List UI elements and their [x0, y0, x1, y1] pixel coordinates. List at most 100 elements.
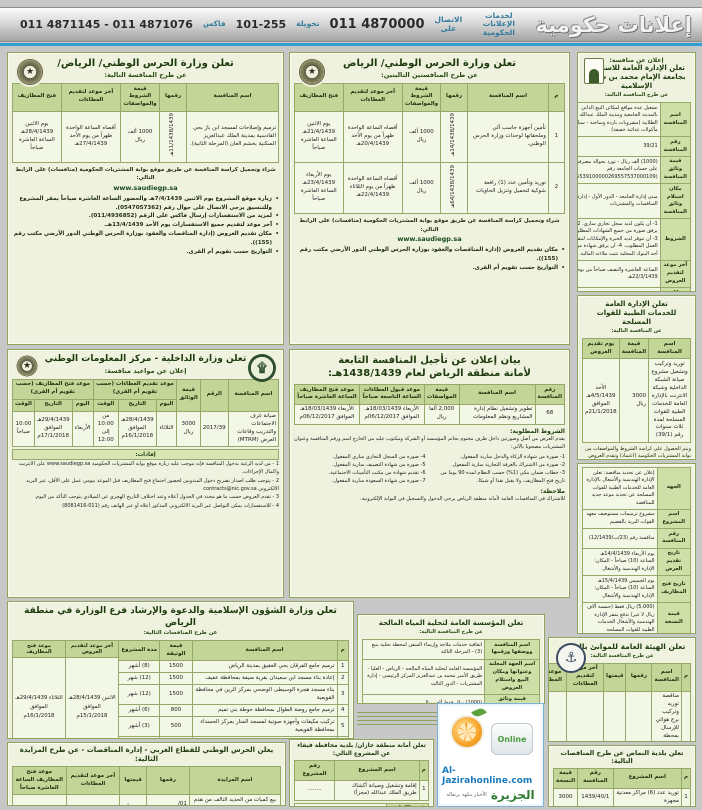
box-ministry-interior: ۩ ★ تعلن وزارة الداخلية - مركز المعلومات… — [7, 349, 284, 598]
open-day: الأربعاء — [71, 410, 94, 448]
field-row: مكان تقديم العروضمبنى إدارة الجامعة - ال… — [578, 287, 692, 291]
tender-name: تأمين أجهزة حاسب آلي وملحقاتها لوحدات وز… — [467, 110, 549, 164]
field-label: مكان استلام وثائق المنافسة — [659, 183, 692, 220]
blue-divider — [0, 43, 702, 46]
column-header: موعد فتح المظاريف الساعة العاشرة صباحاً — [294, 384, 360, 405]
field-value: مبنى إدارة الجامعة - الدور الأول - إدارة… — [578, 287, 661, 291]
table-cell: 01/ب/1438/1439 — [146, 794, 190, 805]
submit-deadline-value: الاثنين 28/4/1439هـ الموافق 15/1/2018م — [68, 695, 116, 719]
extension-label: تحويلة — [296, 19, 320, 29]
field-value: منافسة رقم (23/ب/12/1439) — [582, 528, 658, 549]
table-row: 2 توريد وتأمين عدد (1) رافعة شوكية لتحمي… — [294, 162, 566, 215]
box-title: تعلن وزارة الحرس الوطني/ الرياض — [343, 58, 516, 69]
table-subheader-row: اليوم التاريخ الوقت اليوم التاريخ الوقت — [12, 398, 279, 412]
submit-deadline-column: آخر موعد لتقديم العروض الاثنين 28/4/1439… — [65, 640, 118, 738]
page-brand-title: إعلانات حكومية — [535, 12, 693, 37]
field-row: رقم المنافسة 39/21 — [578, 136, 692, 157]
project-number: ........ — [293, 780, 336, 801]
tender-details-table: اسم المنافسة تشغيل عدة مواقع لمكائن البيع… — [578, 102, 692, 291]
field-label: تاريخ فتح المظاريف — [656, 575, 692, 603]
project-table: م اسم المشروع رقم المشروع 1 إقامة وتشغيل و… — [293, 760, 430, 801]
details-note: ويتم الحصول على كراسة الشروط والمواصفات … — [585, 445, 691, 460]
field-row: تاريخ فتح المظاريف يوم الخميس 15/4/1439هـ… — [582, 575, 692, 603]
column-header: م — [680, 767, 692, 789]
list-item: مكان تقديم العروض (إدارة المناقصات والعق… — [294, 246, 565, 264]
column-header: الوقت — [12, 398, 35, 412]
table-cell: 2,000 ألفا ريال — [423, 403, 460, 425]
table-row: صيانة غرف الاجتماعات والتدريب وقاعات الع… — [12, 410, 280, 448]
field-row: آخر موعد لتقديم العروض الساعة العاشرة وال… — [578, 259, 692, 289]
column-header: م — [547, 83, 566, 112]
list-item: 6- تقديم شهادة من مكتب التأمينات الاجتما… — [328, 470, 426, 477]
column-header-group: موعد تقديم العطاءات (حسب تقويم أم القرى) — [92, 378, 178, 400]
table-row: توريد وتركيب وتشغيل مشروع صيانة الشبكة ا… — [582, 358, 691, 443]
box-imam-university: إعلان عن منافسة: تعلن الإدارة العامة للا… — [577, 52, 696, 292]
field-row: قيمة النسخة (5,000) ريال فقط (خمسة آلاف ر… — [582, 601, 692, 633]
tenders-table: رقم المنافسة اسم المنافسة قيمة المواصفات مو… — [294, 384, 566, 425]
column-header: التاريخ — [117, 398, 157, 412]
tender-deadline: أقصاه الساعة الواحدة ظهراً من يوم الثلاث… — [342, 162, 403, 215]
field-value: يوم الأربعاء 14/4/1439هـ الساعة (10) صبا… — [582, 547, 658, 577]
table-cell: 1500 — [159, 660, 193, 674]
field-label: مكان تقديم العروض — [659, 287, 692, 291]
table-cell: 800 — [159, 704, 193, 718]
table-header-row: اسم المنافسة قيمة المنافسة يوم تقديم العرو… — [582, 338, 691, 360]
box-title: يعلن الحرس الوطني للقطاع الغربي - إدارة … — [19, 746, 274, 764]
box-title: تعلن بلدية النماص عن طرح المناقصات التال… — [560, 749, 684, 766]
column-header: رقم المشروع — [293, 760, 336, 781]
aljazirah-online-ad[interactable]: Online Al-Jazirahonline.com الجزيرة الأخ… — [437, 703, 544, 807]
table-cell: 4000 — [159, 736, 193, 738]
field-value: 39/21 — [578, 136, 661, 157]
services-label: لخدمات الإعلانات الحكومية — [482, 10, 515, 37]
column-header: قيمتها — [602, 662, 627, 692]
table-cell: 500 — [159, 716, 193, 738]
column-header: الرقم — [199, 378, 229, 412]
table-cell: مجاناً — [119, 794, 148, 805]
box-subtitle: عن المنافسة التالية: — [611, 328, 662, 335]
list-item: 3 - تقدم العروض حسب ما هو محدد في الجدول… — [34, 494, 279, 501]
saudiegp-link[interactable]: www.saudiegp.sa — [113, 183, 178, 192]
contact-phone: 011 4870000 — [329, 17, 425, 32]
table-cell: 1500 — [159, 684, 193, 706]
field-label: اسم المشروع — [656, 508, 692, 530]
separator-stripes — [357, 712, 439, 726]
tender-fee: 1000 ألف ريال — [120, 110, 161, 164]
tenders-composite: م اسم المنافسة قيمة الوثيقة مدة المشروع 1 تر… — [12, 640, 349, 738]
list-item: 4 - للاستفسارات يمكن التواصل عبر البريد … — [62, 503, 279, 510]
tender-deadline: أقصاه الساعة الواحدة ظهراً من يوم الأحد … — [342, 110, 403, 164]
saudiegp-link[interactable]: www.saudiegp.sa — [397, 234, 462, 243]
field-row: مكان استلام وثائق المنافسة مبنى إدارة الج… — [578, 183, 692, 220]
box-western-sector-auction: يعلن الحرس الوطني للقطاع الغربي - إدارة … — [7, 742, 286, 806]
aljazirah-logo: الجزيرة — [490, 788, 535, 802]
column-header: اسم المنافسة — [648, 338, 691, 360]
open-time: 10:00 صباحاً — [12, 410, 35, 448]
national-guard-emblem-icon: ★ — [297, 57, 327, 87]
bullet-list: زيارة موقع المشروع يوم الاثنين 7/4/1439ه… — [12, 195, 279, 258]
note-text: للاشتراك في المنافسات العامة لأمانة منطق… — [360, 496, 565, 503]
field-label: قيمة النسخة — [656, 601, 692, 633]
box-subtitle: عن طرح المنافسة التالية: — [419, 629, 483, 636]
column-header: آخر موعد لتقديم العطاءات — [342, 83, 403, 112]
column-header: اليوم — [71, 398, 94, 412]
field-label: رقم المنافسة — [656, 528, 692, 549]
box-ports-authority: ⚓ تعلن الهيئة العامة للموانئ بالرياض عن … — [548, 637, 696, 742]
column-header: اسم المنافسة — [191, 640, 338, 662]
ad-website-link[interactable]: Al-Jazirahonline.com — [442, 766, 533, 786]
table-cell: بناء مسجد هجرة الوسيطى الوضحي بمركز الري… — [191, 684, 338, 706]
box-title: بيان إعلان عن تأجيل المنافسة التابعة — [338, 355, 521, 366]
field-row: قيمة وثائق المنافسة(1000) ريال فقط ألف ر… — [361, 693, 540, 703]
table-cell: تطوير وتشغيل نظام إدارة المشاريع ونظم ال… — [458, 403, 536, 425]
table-header-row: م اسم المنافسة رقمها قيمة الشروط والمواصفات… — [294, 83, 566, 112]
column-header: قيمة المنافسة — [618, 338, 650, 360]
column-header: رقمها — [440, 83, 469, 112]
notes-list: 1 - من لديه الرغبة بدخول المنافسة فإنه ي… — [12, 461, 279, 511]
tender-fee: 1000 ألف ريال — [401, 110, 442, 164]
list-item: 3- خطاب ضمان بنكي (1%) حسب النظام لمدة 9… — [440, 470, 565, 485]
column-header: مدة المشروع — [117, 640, 161, 662]
box-national-guard-double: ★ تعلن وزارة الحرس الوطني/ الرياض عن طرح… — [289, 52, 570, 345]
field-label: قيمة وثائق المنافسة — [484, 693, 540, 703]
box-namas-municipality: تعلن بلدية النماص عن طرح المناقصات التال… — [548, 745, 696, 807]
column-header: اسم المنافسة — [186, 83, 279, 112]
field-row: تاريخ تقديم العرض يوم الأربعاء 14/4/1439ه… — [582, 547, 692, 577]
table-cell: تركيب مكيفات وأجهزة صوتية لمسجد المنار ب… — [191, 716, 338, 738]
